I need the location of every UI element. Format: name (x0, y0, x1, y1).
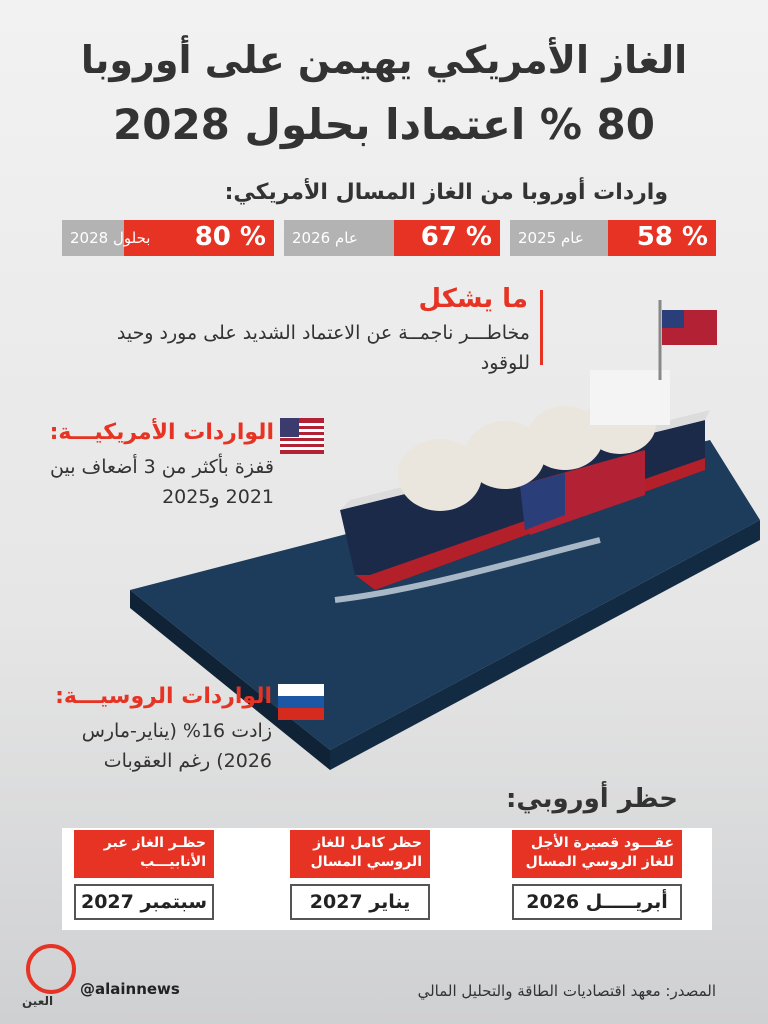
imports-heading: واردات أوروبا من الغاز المسال الأمريكي: (224, 180, 668, 205)
import-bar: 80 % بحلول 2028 (62, 220, 274, 256)
ban-card: عقـــود قصيرة الأجل للغاز الروسي المسال … (512, 830, 682, 920)
sea (130, 440, 760, 750)
ship-illustration (130, 300, 760, 770)
superstructure (590, 370, 670, 425)
wake (334, 537, 601, 603)
ban-title: حظر كامل للغاز الروسي المسال (290, 830, 430, 878)
import-bar: 67 % عام 2026 (284, 220, 500, 256)
tank (465, 421, 545, 489)
risk-heading: ما يشكل (418, 284, 528, 314)
divider (540, 290, 543, 365)
hull-flag-canton (520, 473, 565, 530)
ban-date: أبريـــــل 2026 (512, 884, 682, 920)
import-value: 80 % (194, 222, 266, 252)
import-bar: 58 % عام 2025 (510, 220, 716, 256)
title-line: 80 % اعتمادا بحلول 2028 (113, 100, 655, 149)
ban-card: حظر كامل للغاز الروسي المسال يناير 2027 (290, 830, 430, 920)
tank (398, 439, 482, 511)
ban-title: حظـر الغاز عبر الأنابيـــب (74, 830, 214, 878)
title-line: الغاز الأمريكي يهيمن على أوروبا (80, 38, 688, 82)
import-value: 67 % (420, 222, 492, 252)
ban-heading: حظر أوروبي: (506, 784, 678, 814)
flag-canton (662, 310, 684, 328)
import-value: 58 % (636, 222, 708, 252)
risk-text: مخاطـــر ناجمــة عن الاعتماد الشديد على … (116, 322, 530, 374)
tank (527, 406, 603, 470)
logo: العين (22, 994, 54, 1008)
us-flag (280, 418, 324, 454)
import-year: عام 2026 (292, 229, 358, 247)
source: المصدر: معهد اقتصاديات الطاقة والتحليل ا… (417, 982, 716, 1000)
russia-text: زادت 16% (يناير-مارس 2026) رغم العقوبات (81, 720, 272, 772)
us-heading: الواردات الأمريكيـــة: (49, 420, 274, 445)
import-year: عام 2025 (518, 229, 584, 247)
us-text: قفزة بأكثر من 3 أضعاف بين 2021 و2025 (50, 456, 274, 508)
handle: @alainnews (80, 980, 180, 998)
bar-fill (124, 220, 274, 256)
ban-date: سبتمبر 2027 (74, 884, 214, 920)
russia-flag (278, 684, 324, 720)
import-year: بحلول 2028 (70, 229, 151, 247)
russia-heading: الواردات الروسيـــة: (55, 684, 272, 709)
sea-edge (130, 590, 330, 770)
bar-fill (608, 220, 716, 256)
ban-title: عقـــود قصيرة الأجل للغاز الروسي المسال (512, 830, 682, 878)
logo-mark (26, 944, 76, 994)
ban-date: يناير 2027 (290, 884, 430, 920)
ban-card: حظـر الغاز عبر الأنابيـــب سبتمبر 2027 (74, 830, 214, 920)
bar-fill (394, 220, 500, 256)
sea-edge (330, 520, 760, 770)
